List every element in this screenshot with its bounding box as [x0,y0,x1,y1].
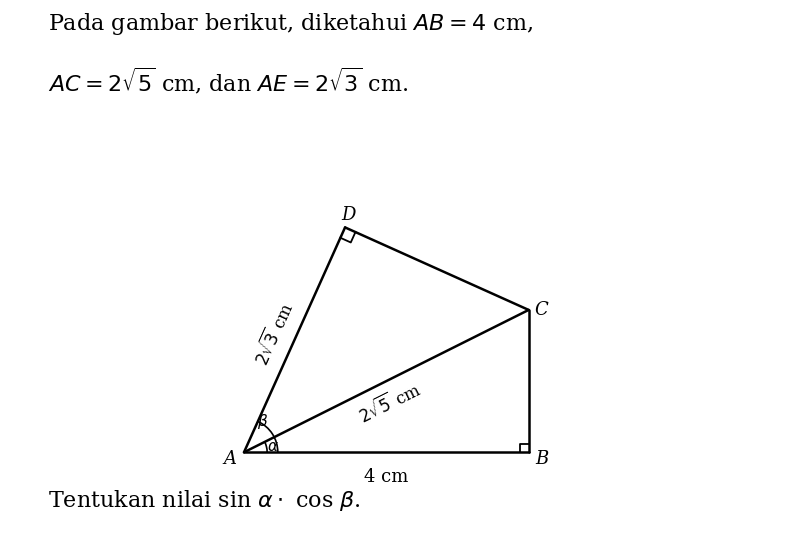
Text: 4 cm: 4 cm [364,468,408,486]
Text: $\alpha$: $\alpha$ [267,440,279,454]
Text: $AC = 2\sqrt{5}$ cm, dan $AE = 2\sqrt{3}$ cm.: $AC = 2\sqrt{5}$ cm, dan $AE = 2\sqrt{3}… [48,66,408,96]
Text: C: C [534,301,549,319]
Text: $\beta$: $\beta$ [257,412,268,431]
Text: Tentukan nilai sin $\alpha \cdot$ cos $\beta$.: Tentukan nilai sin $\alpha \cdot$ cos $\… [48,488,360,513]
Text: Pada gambar berikut, diketahui $AB = 4$ cm,: Pada gambar berikut, diketahui $AB = 4$ … [48,11,533,37]
Text: A: A [223,450,237,468]
Text: B: B [535,450,548,468]
Text: $2\sqrt{3}$ cm: $2\sqrt{3}$ cm [251,299,299,369]
Text: $2\sqrt{5}$ cm: $2\sqrt{5}$ cm [355,378,425,428]
Text: D: D [341,206,356,224]
